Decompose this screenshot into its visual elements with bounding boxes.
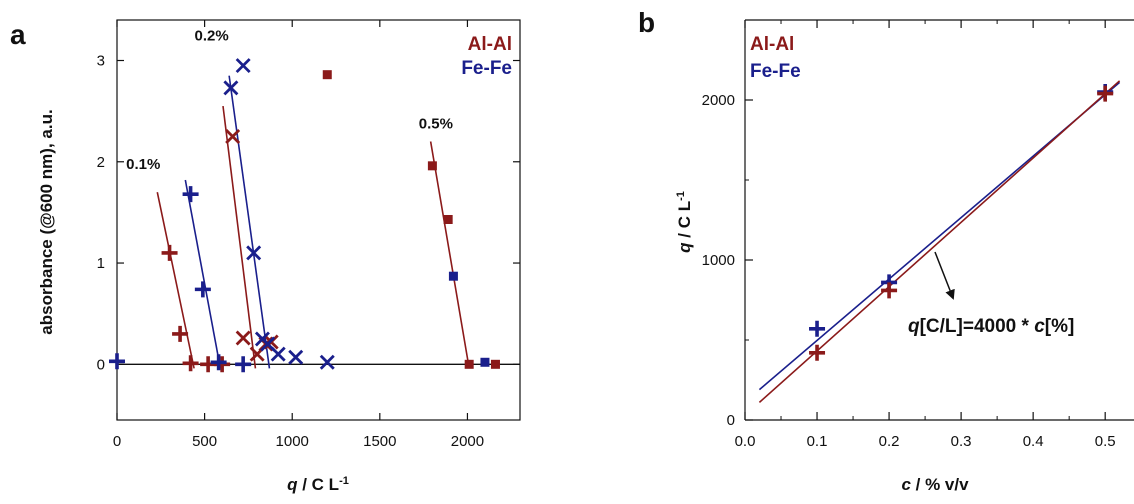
panel-a-x-tick-label: 0 — [113, 433, 121, 450]
panel-a-data-point — [443, 214, 453, 224]
panel-b-y-tick-label: 1000 — [702, 252, 735, 269]
panel-a-annotation: 0.2% — [195, 27, 229, 44]
panel-a-data-point — [288, 349, 304, 365]
panel-b-data-point — [809, 320, 826, 337]
panel-a-data-point — [182, 186, 199, 203]
panel-b-x-tick-label: 0.2 — [879, 433, 900, 450]
panel-b-x-axis-title: c / % v/v — [901, 475, 969, 494]
panel-a-data-point — [161, 244, 178, 261]
panel-a-data-point — [270, 346, 286, 362]
panel-a-chart: a 0 500 1000 1500 2000 0 1 2 3 0.1% 0.2% 0.5% Al-A… — [10, 19, 521, 494]
panel-b-equation: q[C/L]=4000 * c[%] — [908, 316, 1074, 337]
panel-a-x-tick-label: 500 — [192, 433, 217, 450]
panel-a-data-point — [448, 271, 458, 281]
panel-a-y-tick-label: 1 — [97, 255, 105, 272]
panel-a-letter: a — [10, 19, 26, 50]
panel-b-equation-arrow — [934, 251, 955, 300]
panel-a-data-point — [427, 161, 437, 171]
panel-a-y-tick-label: 2 — [97, 154, 105, 171]
panel-a-y-tick-label: 0 — [97, 356, 105, 373]
panel-a-legend-entry: Al-Al — [468, 34, 512, 55]
panel-b-data-point — [1097, 85, 1114, 102]
panel-b-y-axis-title: q / C L-1 — [675, 191, 694, 253]
panel-a-fit-line — [156, 191, 195, 369]
panel-b-data-point — [809, 344, 826, 361]
panel-a-fit-line — [429, 141, 470, 369]
panel-a-annotation: 0.1% — [126, 156, 160, 173]
panel-b-legend-entry: Fe-Fe — [750, 61, 801, 82]
panel-a-data-point — [464, 359, 474, 369]
panel-a-data-point — [322, 70, 332, 80]
panel-b-y-tick-label: 2000 — [702, 92, 735, 109]
panel-a-x-tick-label: 1000 — [276, 433, 309, 450]
panel-a-data-point — [109, 353, 125, 370]
panel-b-legend-entry: Al-Al — [750, 34, 794, 55]
panel-a-fit-line — [228, 75, 271, 369]
panel-b-x-tick-label: 0.4 — [1023, 433, 1044, 450]
panel-a-data-point — [223, 80, 239, 96]
panel-a-frame — [116, 19, 521, 421]
panel-a-data-point — [194, 281, 211, 298]
panel-a-y-axis-title: absorbance (@600 nm), a.u. — [37, 109, 56, 334]
panel-a-data-point — [235, 58, 251, 74]
panel-b-letter: b — [638, 7, 655, 38]
panel-a-data-point — [210, 354, 227, 371]
panel-a-data-point — [319, 354, 335, 370]
panel-a-fit-line — [184, 179, 222, 369]
panel-a-annotation: 0.5% — [419, 115, 453, 132]
panel-a-x-axis-title: q / C L-1 — [287, 475, 349, 494]
panel-b-chart: b 0.0 0.1 0.2 0.3 0.4 0.5 0 1000 2000 Al-Al Fe-Fe… — [638, 7, 1134, 494]
panel-a-data-point — [225, 128, 241, 144]
panel-a-data-point — [200, 356, 217, 373]
panel-a-legend-entry: Fe-Fe — [461, 58, 512, 79]
panel-b-x-tick-label: 0.5 — [1095, 433, 1116, 450]
panel-a-data-point — [182, 355, 199, 372]
panel-b-x-tick-label: 0.1 — [807, 433, 828, 450]
panel-a-data-point — [246, 245, 262, 261]
panel-a-data-point — [172, 325, 189, 342]
panel-b-y-tick-label: 0 — [727, 412, 735, 429]
panel-b-fit-line — [758, 80, 1121, 403]
panel-b-x-tick-label: 0.3 — [951, 433, 972, 450]
panel-a-y-tick-label: 3 — [97, 53, 105, 70]
panel-a-fit-line — [222, 105, 257, 369]
panel-a-data-point — [490, 359, 500, 369]
panel-b-x-tick-label: 0.0 — [735, 433, 756, 450]
panel-a-data-point — [480, 357, 490, 367]
panel-a-x-tick-label: 2000 — [451, 433, 484, 450]
panel-a-x-tick-label: 1500 — [363, 433, 396, 450]
panel-a-data-point — [214, 356, 231, 373]
panel-b-data-point — [881, 282, 898, 299]
panel-a-data-point — [235, 330, 251, 346]
panel-a-data-point — [235, 356, 252, 373]
